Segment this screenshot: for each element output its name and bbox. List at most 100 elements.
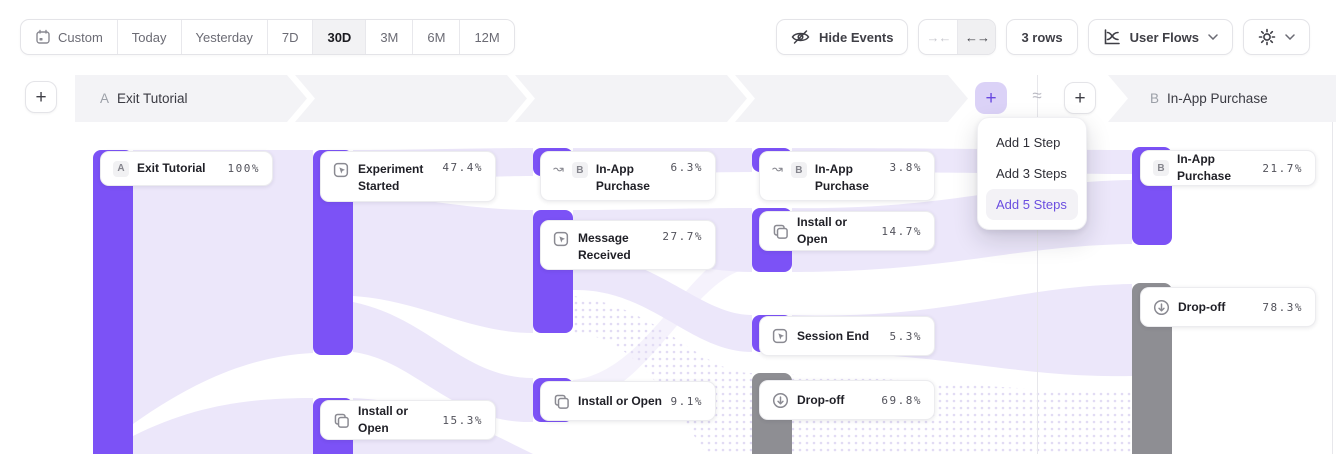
menu-item-add-5-steps[interactable]: Add 5 Steps (986, 189, 1078, 220)
node-value: 6.3% (670, 161, 703, 174)
calendar-icon (35, 29, 51, 45)
flow-node-card[interactable]: Install or Open 14.7% (759, 211, 935, 251)
date-range-yesterday[interactable]: Yesterday (182, 20, 268, 54)
date-range-label: Custom (58, 29, 103, 45)
flow-node-card[interactable]: A Exit Tutorial 100% (100, 151, 273, 186)
flow-node-card[interactable]: Drop-off 78.3% (1140, 287, 1316, 327)
step-header-banner (75, 75, 1336, 122)
date-range-label: 7D (281, 29, 299, 45)
chart-type-label: User Flows (1129, 29, 1199, 45)
node-label: Session End (797, 328, 870, 343)
flow-node-card[interactable]: ↝ B In-App Purchase 6.3% (540, 151, 716, 201)
date-range-label: Today (131, 29, 167, 45)
event-icon (553, 231, 570, 248)
chart-type-button[interactable]: User Flows (1087, 19, 1233, 55)
node-value: 69.8% (881, 393, 922, 407)
toolbar-right: Hide Events →← ←→ 3 rows (776, 19, 1310, 55)
hide-events-label: Hide Events (819, 29, 894, 45)
settings-button[interactable] (1243, 19, 1310, 55)
event-icon (333, 162, 350, 179)
node-value: 78.3% (1262, 300, 1303, 314)
date-range-30d[interactable]: 30D (313, 20, 367, 54)
step-letter-badge: B (571, 162, 588, 178)
node-value: 100% (227, 162, 260, 175)
flow-node-card[interactable]: ↝ B In-App Purchase 3.8% (759, 151, 935, 201)
date-range-7d[interactable]: 7D (268, 20, 314, 54)
node-label: Drop-off (797, 392, 845, 407)
step-b-letter: B (1150, 91, 1160, 106)
date-range-custom[interactable]: Custom (21, 20, 118, 54)
date-range-12m[interactable]: 12M (460, 20, 513, 54)
chevron-down-icon (1208, 34, 1218, 40)
approx-symbol: ≈ (1032, 86, 1042, 105)
node-label: Install or Open (358, 404, 409, 435)
date-range-label: 12M (474, 29, 500, 45)
add-end-step-button[interactable]: + (1064, 82, 1096, 114)
date-range-today[interactable]: Today (118, 20, 182, 54)
user-flows-chart-icon (1103, 28, 1121, 46)
eye-off-icon (791, 28, 810, 46)
chevron-down-icon (1285, 34, 1295, 40)
toolbar: Custom Today Yesterday 7D 30D 3M 6M 12M Hide Ev… (0, 0, 1336, 66)
flow-node-card[interactable]: Message Received 27.7% (540, 220, 716, 270)
date-range-3m[interactable]: 3M (366, 20, 414, 54)
step-letter-badge: B (1153, 160, 1169, 176)
collapse-width-button[interactable]: →← (919, 20, 957, 54)
step-a-label[interactable]: A Exit Tutorial (100, 75, 188, 122)
flow-node-card[interactable]: Drop-off 69.8% (759, 380, 935, 420)
date-range-label: 6M (427, 29, 446, 45)
flow-node-card[interactable]: Install or Open 15.3% (320, 400, 496, 440)
date-range-label: 3M (380, 29, 399, 45)
step-letter-badge: A (113, 160, 129, 177)
flow-node-card[interactable]: Install or Open 9.1% (540, 381, 716, 421)
node-label: In-App Purchase (595, 162, 650, 193)
width-toggle: →← ←→ (918, 19, 997, 55)
event-icon (772, 328, 789, 345)
step-b-label[interactable]: B In-App Purchase (1150, 75, 1268, 122)
step-letter-badge: B (790, 162, 807, 178)
node-label: In-App Purchase (1177, 152, 1232, 183)
add-event-button[interactable]: + (25, 81, 57, 113)
step-a-letter: A (100, 91, 110, 106)
jump-arrow-icon: ↝ (772, 161, 783, 176)
flow-node-card[interactable]: Session End 5.3% (759, 316, 935, 356)
gear-icon (1258, 28, 1276, 46)
node-label: Exit Tutorial (137, 161, 206, 176)
copy-icon (333, 412, 350, 429)
node-label: Message Received (578, 231, 631, 262)
rows-label: 3 rows (1021, 29, 1063, 45)
expand-arrows-icon: ←→ (964, 29, 990, 45)
flow-bar-segment[interactable] (93, 150, 133, 454)
drop-off-icon (772, 392, 789, 409)
node-value: 27.7% (662, 230, 703, 243)
node-value: 3.8% (889, 161, 922, 174)
menu-item-add-3-steps[interactable]: Add 3 Steps (996, 166, 1067, 181)
date-range-6m[interactable]: 6M (413, 20, 461, 54)
date-range-picker: Custom Today Yesterday 7D 30D 3M 6M 12M (20, 19, 515, 55)
node-value: 14.7% (881, 224, 922, 238)
node-label: Install or Open (797, 215, 848, 246)
add-steps-button[interactable]: + (975, 82, 1007, 114)
node-value: 21.7% (1262, 161, 1303, 175)
node-label: Experiment Started (358, 162, 424, 193)
hide-events-button[interactable]: Hide Events (776, 19, 909, 55)
flow-node-card[interactable]: Experiment Started 47.4% (320, 151, 496, 202)
drop-off-icon (1153, 299, 1170, 316)
node-value: 9.1% (670, 394, 703, 408)
copy-icon (772, 223, 789, 240)
jump-arrow-icon: ↝ (553, 161, 564, 176)
menu-item-add-1-step[interactable]: Add 1 Step (996, 135, 1061, 150)
flow-node-card[interactable]: B In-App Purchase 21.7% (1140, 150, 1316, 186)
collapse-arrows-icon: →← (926, 29, 951, 45)
node-label: In-App Purchase (814, 162, 869, 193)
date-range-label: 30D (327, 29, 352, 45)
rows-button[interactable]: 3 rows (1006, 19, 1078, 55)
node-label: Drop-off (1178, 299, 1226, 314)
expand-width-button[interactable]: ←→ (957, 20, 996, 54)
date-range-label: Yesterday (195, 29, 253, 45)
add-steps-menu: Add 1 Step Add 3 Steps Add 5 Steps (977, 117, 1087, 230)
node-value: 47.4% (442, 161, 483, 174)
chart-divider-line (1037, 75, 1038, 454)
node-value: 5.3% (889, 329, 922, 343)
